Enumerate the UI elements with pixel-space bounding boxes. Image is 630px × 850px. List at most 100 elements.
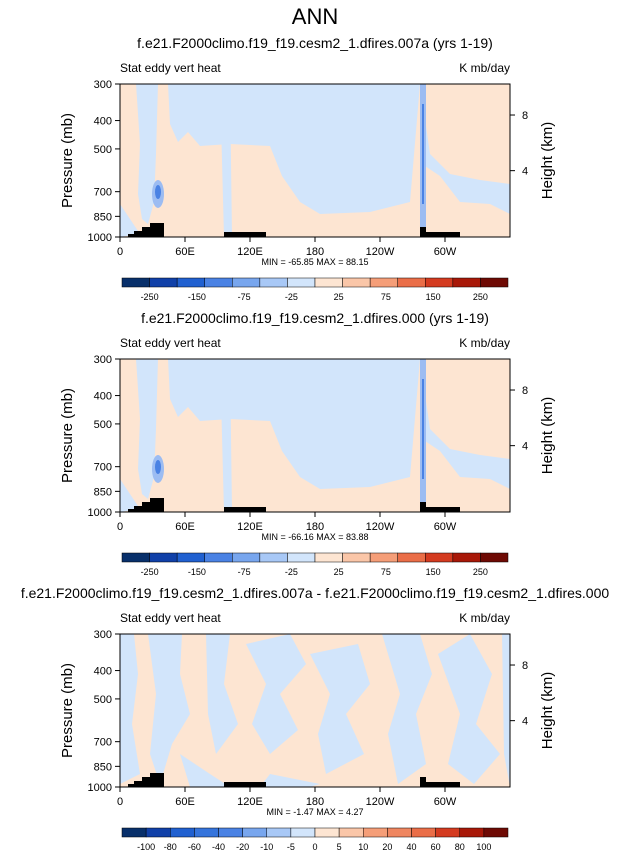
y-tick-label: 1000 bbox=[88, 232, 112, 244]
y-tick-label: 700 bbox=[94, 462, 112, 474]
colorbar-box bbox=[452, 552, 481, 563]
colorbar-label: -60 bbox=[188, 842, 201, 850]
colorbar-box bbox=[287, 277, 316, 288]
colorbar-label: 80 bbox=[455, 842, 465, 850]
colorbar-label: 25 bbox=[334, 567, 344, 577]
colorbar-box bbox=[287, 552, 316, 563]
y-tick-label: 400 bbox=[94, 116, 112, 128]
colorbar-label: -20 bbox=[236, 842, 249, 850]
colorbar-box bbox=[121, 552, 150, 563]
y-tick-label: 1000 bbox=[88, 782, 112, 794]
colorbar-box bbox=[242, 827, 267, 838]
colorbar-box bbox=[314, 552, 343, 563]
colorbar-box bbox=[259, 552, 288, 563]
colorbar: -100 -80 -60 -40 -20 -10 -5 0 5 10 20 40 60 80 100 bbox=[121, 827, 509, 850]
y-tick-label: 500 bbox=[94, 144, 112, 156]
y-axis-title: Pressure (mb) bbox=[59, 663, 76, 758]
colorbar-box bbox=[149, 552, 178, 563]
colorbar-label: -150 bbox=[188, 567, 206, 577]
colorbar-box bbox=[266, 827, 292, 838]
field-label: Stat eddy vert heat bbox=[120, 336, 221, 350]
colorbar-box bbox=[397, 552, 426, 563]
y2-tick-label: 4 bbox=[522, 166, 528, 178]
colorbar-box bbox=[459, 827, 485, 838]
colorbar-label: 150 bbox=[426, 292, 441, 302]
colorbar-box bbox=[290, 827, 316, 838]
topography bbox=[420, 777, 460, 787]
y2-axis-title: Height (km) bbox=[539, 672, 556, 750]
x-tick-label: 120W bbox=[366, 521, 395, 533]
x-tick-label: 0 bbox=[117, 521, 123, 533]
colorbar-label: 250 bbox=[473, 567, 488, 577]
y-tick-label: 700 bbox=[94, 737, 112, 749]
panel-title: f.e21.F2000climo.f19_f19.cesm2_1.dfires.… bbox=[137, 35, 493, 51]
contour-region-negative bbox=[290, 122, 320, 158]
contour-region-negative bbox=[438, 634, 500, 784]
colorbar-box bbox=[452, 277, 481, 288]
topography bbox=[128, 498, 164, 512]
contour-region-negative bbox=[120, 479, 140, 512]
y2-tick-label: 8 bbox=[522, 110, 528, 122]
colorbar-label: 10 bbox=[358, 842, 368, 850]
contour-region-negative bbox=[120, 204, 140, 237]
chart-panel-3: f.e21.F2000climo.f19_f19.cesm2_1.dfires.… bbox=[21, 585, 610, 850]
colorbar: -250 -150 -75 -25 25 75 150 250 bbox=[121, 552, 509, 577]
y-tick-label: 300 bbox=[94, 79, 112, 91]
contour-region-negative bbox=[310, 644, 370, 774]
colorbar-box bbox=[342, 552, 371, 563]
colorbar-label: -10 bbox=[260, 842, 273, 850]
contour-region-negative bbox=[120, 634, 140, 784]
topography bbox=[420, 227, 460, 237]
panel-title: f.e21.F2000climo.f19_f19.cesm2_1.dfires.… bbox=[141, 310, 489, 326]
contour-region-negative bbox=[260, 774, 320, 787]
contour-region-negative bbox=[290, 397, 320, 433]
y-tick-label: 300 bbox=[94, 629, 112, 641]
colorbar-box bbox=[435, 827, 460, 838]
contour-region-negative bbox=[410, 84, 510, 214]
x-tick-label: 60E bbox=[175, 796, 195, 808]
y-tick-label: 700 bbox=[94, 187, 112, 199]
colorbar-box bbox=[342, 277, 371, 288]
x-tick-label: 120E bbox=[237, 246, 263, 258]
y2-tick-label: 8 bbox=[522, 385, 528, 397]
colorbar-box bbox=[314, 277, 343, 288]
contour-region-negative-strong bbox=[422, 104, 424, 204]
y2-tick-label: 8 bbox=[522, 660, 528, 672]
colorbar: -250 -150 -75 -25 25 75 150 250 bbox=[121, 277, 509, 302]
y-tick-label: 1000 bbox=[88, 507, 112, 519]
colorbar-label: 40 bbox=[406, 842, 416, 850]
colorbar-box bbox=[425, 277, 454, 288]
contour-region-negative bbox=[180, 754, 230, 787]
y-tick-label: 400 bbox=[94, 666, 112, 678]
colorbar-label: -40 bbox=[212, 842, 225, 850]
y-tick-label: 400 bbox=[94, 391, 112, 403]
colorbar-label: -80 bbox=[164, 842, 177, 850]
colorbar-box bbox=[204, 277, 233, 288]
colorbar-box bbox=[397, 277, 426, 288]
y2-axis-title: Height (km) bbox=[539, 122, 556, 200]
colorbar-box bbox=[176, 552, 205, 563]
x-tick-label: 0 bbox=[117, 796, 123, 808]
colorbar-box bbox=[145, 827, 171, 838]
contour-region-negative bbox=[220, 359, 232, 512]
colorbar-label: 5 bbox=[337, 842, 342, 850]
y-tick-label: 850 bbox=[94, 761, 112, 773]
y2-tick-label: 4 bbox=[522, 441, 528, 453]
colorbar-label: -75 bbox=[238, 292, 251, 302]
colorbar-box bbox=[480, 552, 509, 563]
colorbar-box bbox=[176, 277, 205, 288]
contour-region-negative bbox=[148, 634, 190, 784]
y2-tick-label: 4 bbox=[522, 716, 528, 728]
colorbar-label: 60 bbox=[431, 842, 441, 850]
colorbar-box bbox=[411, 827, 436, 838]
colorbar-box bbox=[369, 277, 398, 288]
colorbar-label: -250 bbox=[141, 292, 159, 302]
contour-region-negative bbox=[502, 634, 510, 787]
contour-region-negative bbox=[206, 634, 238, 754]
colorbar-box bbox=[121, 277, 150, 288]
colorbar-box bbox=[363, 827, 388, 838]
y-tick-label: 850 bbox=[94, 211, 112, 223]
contour-region-negative bbox=[382, 634, 432, 784]
stats-label: MIN = -66.16 MAX = 83.88 bbox=[261, 532, 368, 542]
